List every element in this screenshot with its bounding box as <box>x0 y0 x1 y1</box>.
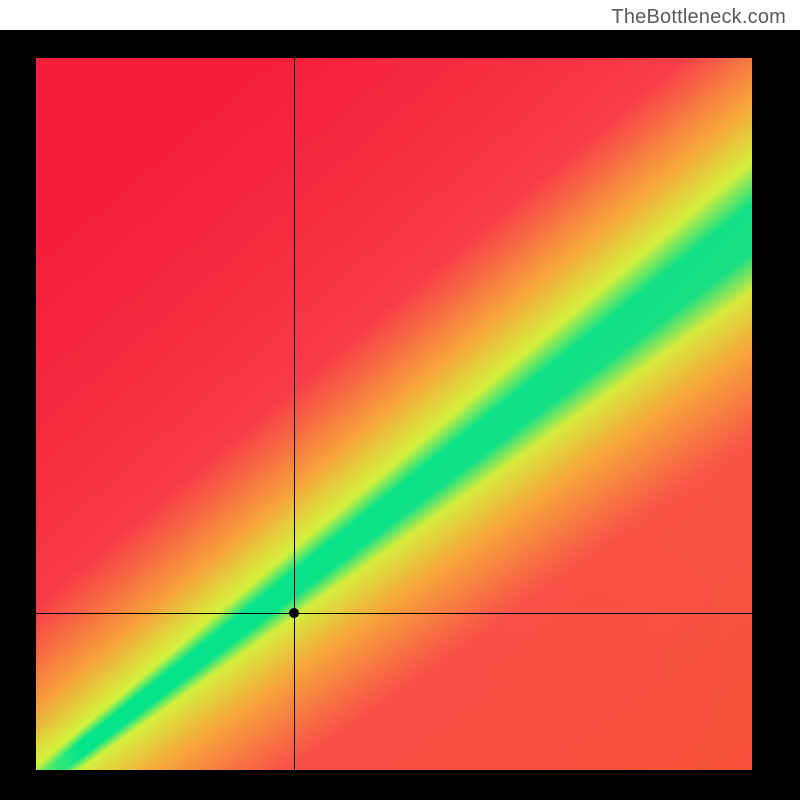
chart-outer-frame <box>0 30 800 800</box>
crosshair-horizontal <box>36 613 752 614</box>
heatmap-canvas <box>36 58 752 770</box>
watermark-text: TheBottleneck.com <box>611 6 786 29</box>
crosshair-marker-dot <box>289 608 299 618</box>
heatmap-plot-area <box>36 58 752 770</box>
crosshair-vertical <box>294 58 295 770</box>
